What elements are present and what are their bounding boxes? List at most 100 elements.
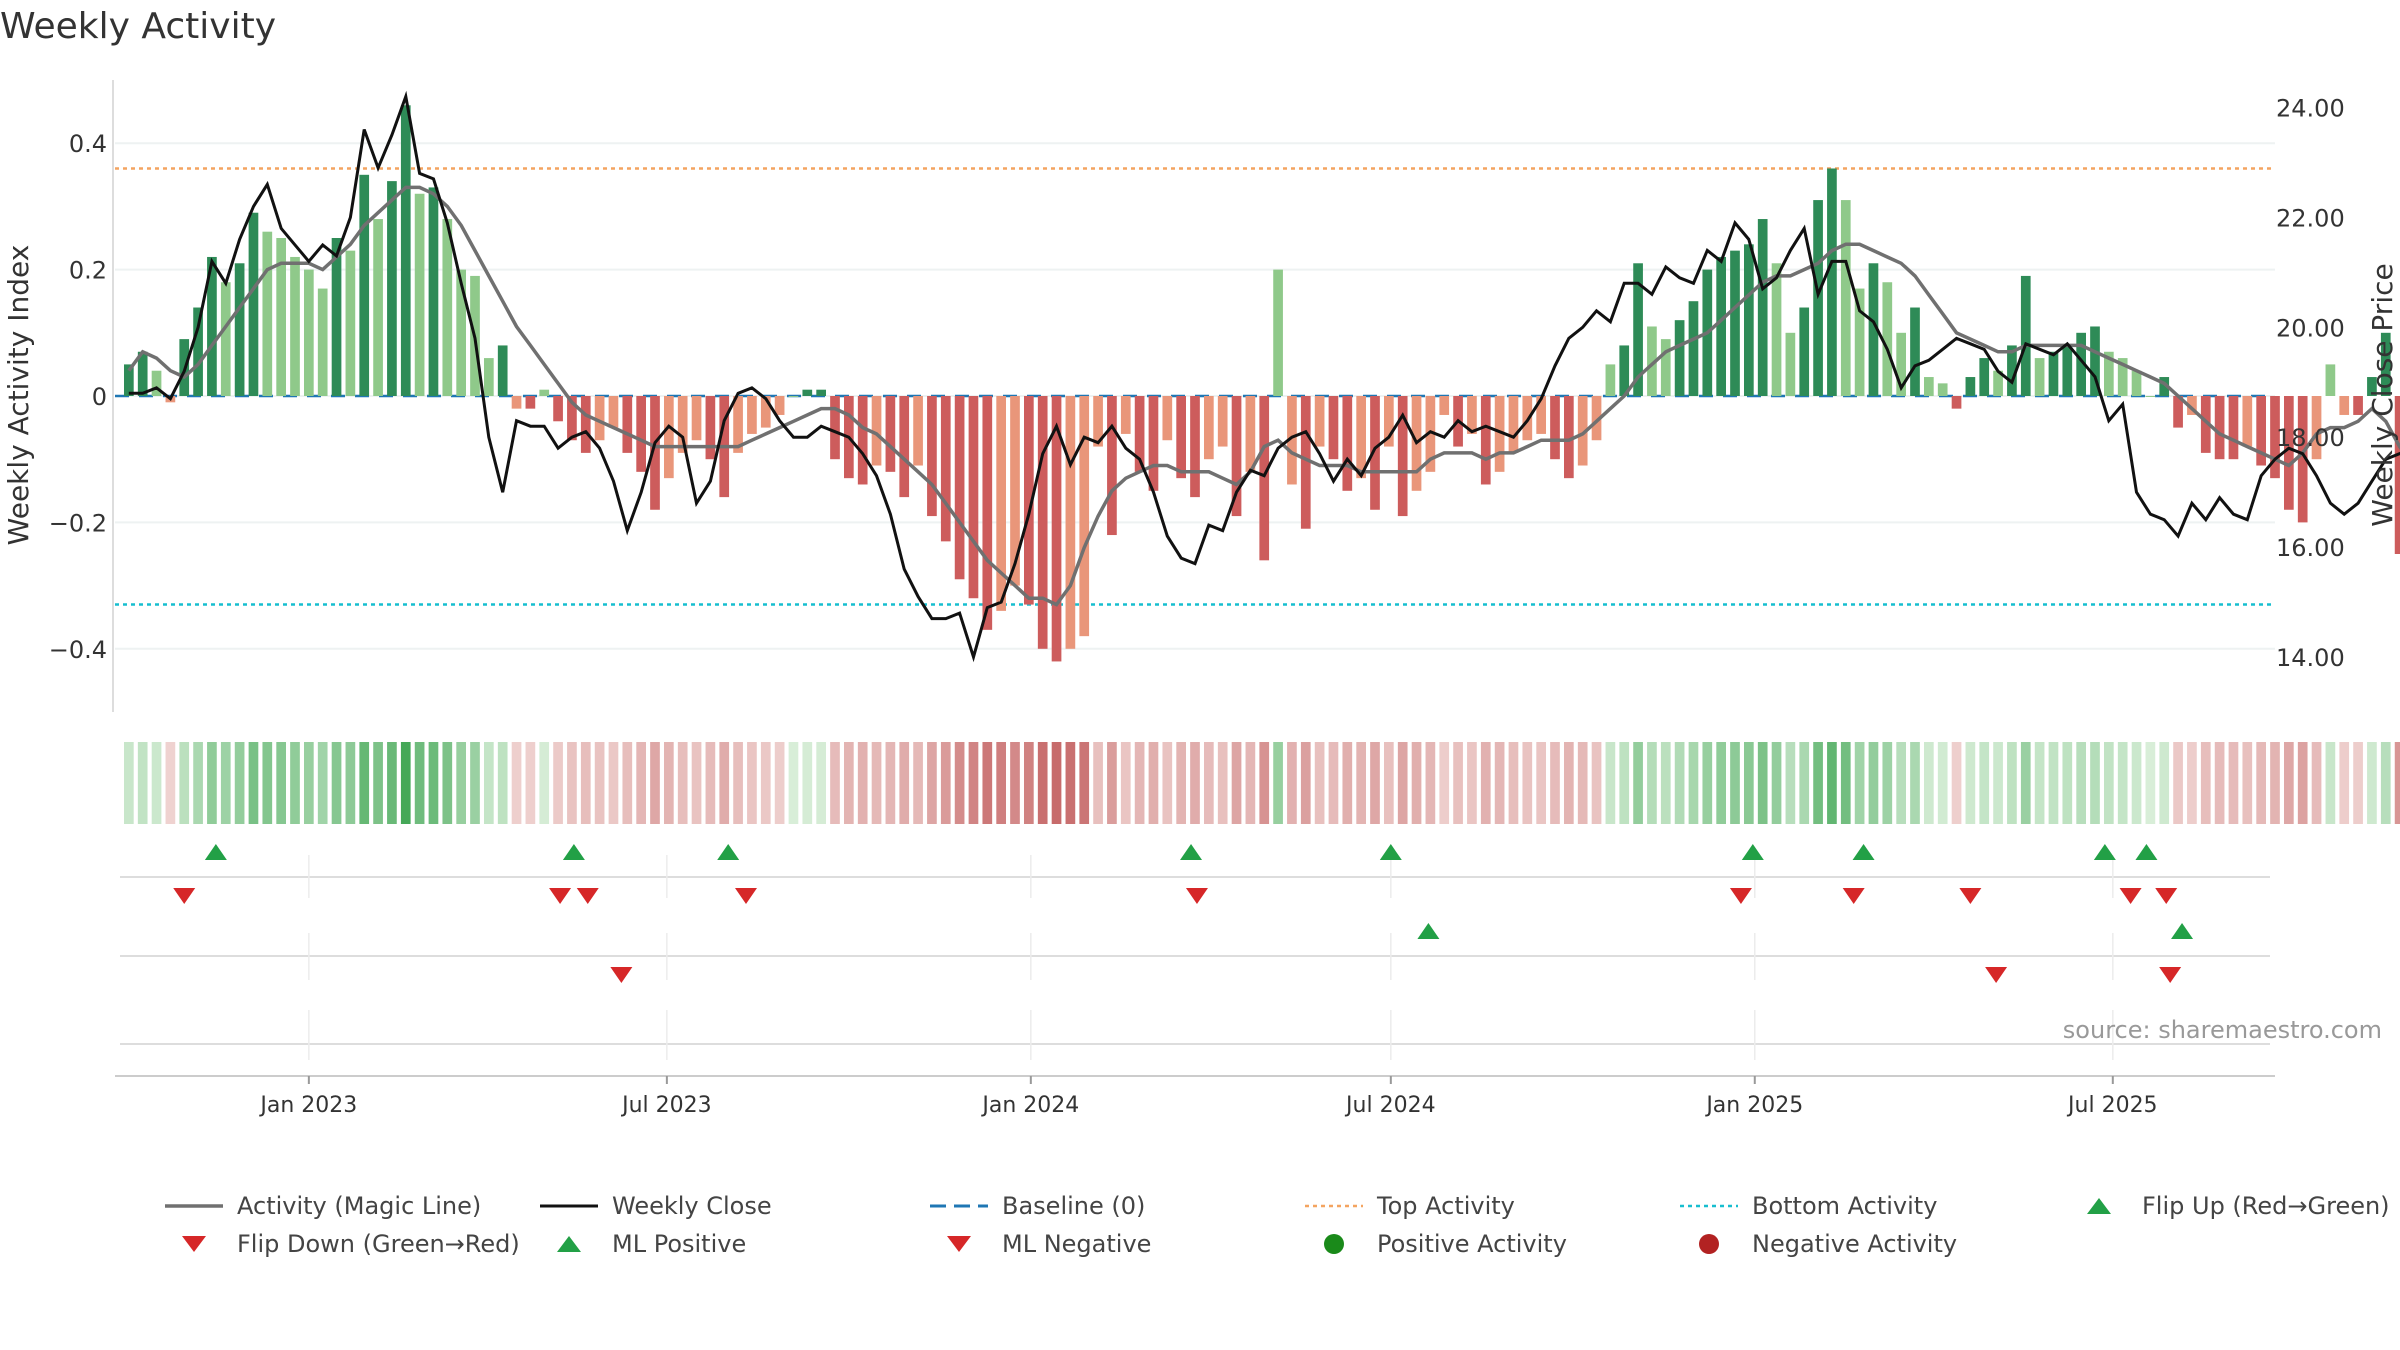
signal-triangle-up [2135,844,2158,860]
heatmap-cell [2325,742,2336,824]
heatmap-cell [207,742,217,824]
legend-item: Baseline (0) [930,1192,1145,1220]
weekly-close-series [128,90,2400,663]
activity-bars [124,105,2400,662]
heatmap-cell [871,742,882,824]
grey-line-icon [165,1194,237,1218]
signal-triangle-down [576,888,599,904]
activity-bar [1965,377,1976,396]
activity-bar [2284,396,2294,510]
activity-bar [359,174,370,396]
heatmap-cell [1744,742,1754,824]
heatmap-cell [2187,742,2197,824]
heatmap-cell [2242,742,2253,824]
heatmap-cell [1370,742,1380,824]
activity-bar [1910,307,1920,396]
heatmap-cell [2076,742,2086,824]
signal-triangle-down [2119,888,2142,904]
heatmap-cell [1854,742,1865,824]
activity-bar [1010,396,1020,586]
activity-bar [1854,288,1865,396]
activity-bar [2145,396,2156,397]
heatmap-cell [387,742,397,824]
y2-tick-label: 22.00 [2276,204,2345,232]
heatmap-cell [220,742,231,824]
heatmap-cell [774,742,785,824]
activity-bar [2187,396,2197,415]
signal-triangle-down [610,967,633,983]
heatmap-cell [2020,742,2031,824]
heatmap-cell [622,742,633,824]
signal-triangle-down [1842,888,1865,904]
heatmap-cell [844,742,854,824]
activity-bar [802,389,813,396]
legend-label: Flip Up (Red→Green) [2142,1192,2390,1220]
activity-bar [2200,396,2211,453]
activity-bar [733,396,743,453]
activity-bar [816,389,826,396]
green-dot-icon [1305,1232,1377,1256]
heatmap-cell [497,742,508,824]
activity-bar [1051,396,1062,662]
activity-bar [1148,396,1159,491]
heatmap-cell [1647,742,1657,824]
heatmap-cell [1633,742,1643,824]
activity-bar [1231,396,1242,517]
activity-bar [1619,345,1630,396]
heatmap-cell [1910,742,1920,824]
activity-bar [2325,364,2336,396]
orange-dotted-line-icon [1305,1194,1377,1218]
activity-bar [2214,396,2225,460]
activity-bar [1771,263,1782,396]
activity-bar [414,193,425,396]
chart-title: Weekly Activity [0,6,277,47]
y-tick-label: −0.2 [49,509,107,537]
green-triangle-up-icon [540,1232,612,1256]
y-axis-label: Weekly Activity Index [2,245,35,546]
signal-triangle-up [1417,923,1440,939]
activity-bar [982,396,993,630]
activity-bar [1716,256,1726,396]
activity-bar [1467,396,1477,434]
activity-bar [193,307,203,396]
signal-triangle-down [734,888,757,904]
activity-bar [567,396,577,441]
activity-bar [1425,396,1436,472]
heatmap-cell [1384,742,1394,824]
activity-bar [1480,396,1491,485]
heatmap-cell [719,742,730,824]
activity-bar [2297,396,2308,523]
heatmap-cell [2394,742,2400,824]
activity-bar [1536,396,1546,434]
activity-bar [899,396,910,498]
heatmap-cell [1397,742,1408,824]
activity-bar [1550,396,1560,460]
activity-bar [940,396,951,542]
activity-bar [885,396,896,472]
legend-item: ML Negative [930,1230,1151,1258]
heatmap-cell [1010,742,1020,824]
blue-dashed-line-icon [930,1194,1002,1218]
heatmap-cell [1328,742,1339,824]
activity-bar [1882,282,1893,396]
activity-bar [2173,396,2183,428]
heatmap-cell [1896,742,1906,824]
heatmap-cell [580,742,591,824]
heatmap-cell [1550,742,1560,824]
activity-bar [2270,396,2280,479]
heatmap-cell [1730,742,1740,824]
heatmap-cell [553,742,563,824]
activity-bar [1744,244,1754,396]
heatmap-cell [1702,742,1713,824]
signal-triangle-up [562,844,585,860]
activity-bar [345,250,356,396]
activity-bar [2076,332,2086,396]
activity-bar [677,396,688,453]
heatmap-cell [1024,742,1034,824]
activity-bar [553,396,563,422]
heatmap-cell [802,742,813,824]
y-tick-label: 0.2 [69,257,107,285]
heatmap-cell [1619,742,1630,824]
legend-item: Negative Activity [1680,1230,1957,1258]
activity-bar [1439,396,1450,415]
